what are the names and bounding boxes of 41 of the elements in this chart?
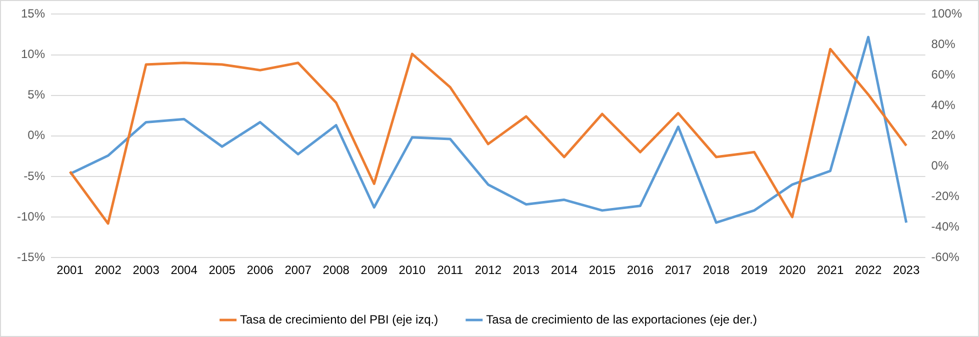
x-tick-label: 2014 [550, 263, 578, 278]
x-tick-label: 2022 [854, 263, 882, 278]
x-tick-label: 2004 [170, 263, 198, 278]
x-tick-label: 2020 [778, 263, 806, 278]
x-tick-label: 2009 [360, 263, 388, 278]
y2-tick-label: -40% [931, 219, 960, 234]
y2-tick-label: -60% [931, 250, 960, 264]
y-tick-label: 5% [28, 88, 46, 102]
y2-tick-label: 0% [931, 158, 949, 173]
y-tick-label: 15% [20, 6, 46, 21]
x-tick-label: 2017 [664, 263, 692, 278]
x-tick-label: 2010 [398, 263, 426, 278]
x-tick-label: 2007 [284, 263, 312, 278]
x-tick-label: 2012 [474, 263, 502, 278]
x-tick-label: 2003 [132, 263, 160, 278]
x-tick-label: 2015 [588, 263, 616, 278]
x-tick-label: 2005 [208, 263, 236, 278]
y2-tick-label: 60% [931, 67, 956, 82]
x-tick-label: 2011 [437, 263, 464, 278]
y-tick-label: -10% [17, 209, 46, 224]
x-tick-label: 2006 [246, 263, 274, 278]
legend-label: Tasa de crecimiento de las exportaciones (eje der.) [486, 312, 757, 326]
x-tick-label: 2008 [322, 263, 350, 278]
y-tick-label: 0% [28, 128, 46, 142]
x-tick-label: 2001 [56, 263, 84, 278]
x-tick-label: 2023 [892, 263, 920, 278]
x-tick-label: 2002 [94, 263, 122, 278]
x-tick-label: 2018 [702, 263, 730, 278]
y-tick-label: 10% [20, 47, 46, 62]
y2-tick-label: 40% [931, 98, 956, 112]
x-tick-label: 2013 [512, 263, 540, 278]
y2-tick-label: 20% [931, 128, 956, 142]
y2-tick-label: 100% [931, 6, 962, 21]
y2-tick-label: 80% [931, 36, 956, 51]
x-tick-label: 2021 [816, 263, 844, 278]
y-tick-label: -15% [17, 250, 46, 264]
x-tick-label: 2019 [740, 263, 768, 278]
y2-tick-label: -20% [931, 189, 960, 204]
y-tick-label: -5% [24, 168, 46, 183]
legend-label: Tasa de crecimiento del PBI (eje izq.) [240, 312, 438, 326]
x-tick-label: 2016 [626, 263, 654, 278]
